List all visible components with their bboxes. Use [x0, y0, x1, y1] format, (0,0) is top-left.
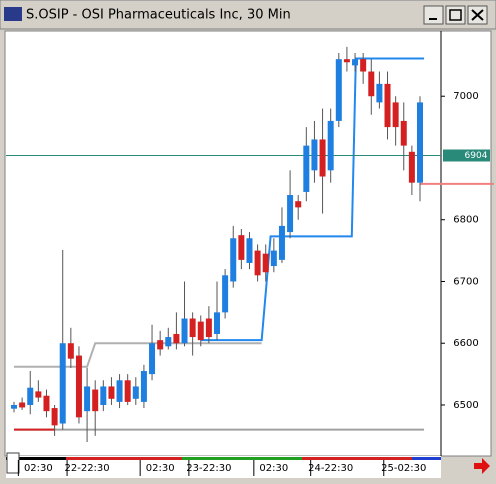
candle-body: [311, 139, 318, 171]
scroll-right-arrow[interactable]: [474, 458, 490, 474]
candle-body: [384, 83, 391, 128]
candle-body: [246, 238, 253, 263]
candle-body: [205, 318, 212, 338]
candle-body: [376, 83, 383, 103]
scroll-box[interactable]: [6, 452, 20, 474]
y-tick-label: 6700: [453, 276, 478, 287]
candle-body: [214, 312, 220, 334]
x-tick-label: 02:30: [259, 463, 288, 474]
candle-body: [108, 386, 115, 399]
window-title: S.OSIP - OSI Pharmaceuticals Inc, 30 Min: [26, 8, 291, 23]
maximize-button[interactable]: [445, 5, 466, 25]
candle-body: [335, 59, 342, 121]
candle-body: [173, 333, 180, 344]
candle-body: [11, 404, 17, 409]
candle-body: [360, 59, 367, 72]
candle-body: [19, 402, 26, 408]
x-tick-label: 25-02:30: [381, 463, 426, 474]
minimize-button[interactable]: [423, 5, 444, 25]
candle-body: [51, 408, 58, 426]
candle-body: [27, 387, 34, 405]
title-bar: [0, 0, 496, 30]
candle-body: [230, 238, 237, 282]
candle-body: [92, 389, 99, 412]
candle-body: [392, 102, 399, 128]
session-bar: [182, 457, 302, 460]
session-bar: [66, 457, 182, 460]
candle-body: [35, 391, 42, 398]
candle-body: [222, 275, 229, 313]
session-bar: [6, 457, 66, 460]
window-buttons[interactable]: [423, 5, 488, 25]
x-tick-label: 24-22:30: [308, 463, 353, 474]
candle-body: [140, 371, 147, 402]
x-tick-label: 02:30: [146, 463, 175, 474]
candle-body: [254, 250, 261, 276]
candle-body: [149, 343, 156, 375]
candle-body: [400, 120, 407, 146]
app-icon: [4, 7, 22, 21]
candle-body: [157, 340, 164, 350]
x-tick-label: 23-22:30: [186, 463, 231, 474]
candle-body: [181, 318, 188, 344]
session-bar: [412, 457, 441, 460]
candle-body: [343, 59, 350, 63]
close-icon: [471, 9, 484, 21]
candle-body: [197, 321, 204, 341]
candle-body: [262, 253, 269, 273]
candle-body: [75, 355, 82, 418]
price-label-box: [443, 149, 490, 162]
candle-body: [238, 235, 245, 260]
candle-body: [67, 343, 74, 359]
plot-area: 6500 6600 6700 6800 7000 02:30 22-22:30 02:30 23…: [6, 46, 494, 476]
candle-body: [303, 145, 310, 192]
overlay-line: [200, 57, 425, 342]
candle-body: [368, 71, 375, 97]
x-tick-label: 02:30: [24, 463, 53, 474]
session-bar: [302, 457, 412, 460]
candle-body: [408, 151, 415, 183]
candle-body: [100, 386, 107, 405]
x-tick-label: 22-22:30: [65, 463, 110, 474]
candle-body: [417, 102, 423, 183]
candle-body: [116, 380, 123, 402]
candle-body: [124, 380, 131, 402]
candle-body: [327, 120, 334, 171]
y-tick-label: 7000: [453, 91, 478, 102]
price-label: 6904: [465, 151, 488, 161]
candle-body: [43, 395, 50, 412]
y-tick-label: 6500: [453, 400, 478, 411]
candle-body: [270, 250, 277, 267]
candle-body: [132, 386, 139, 399]
y-tick-label: 6800: [453, 215, 478, 226]
candle-body: [319, 139, 326, 177]
time-axis-panel: [6, 456, 441, 478]
maximize-icon: [449, 9, 462, 21]
candle-body: [84, 386, 91, 412]
candle-body: [59, 343, 66, 424]
candle-body: [352, 59, 359, 66]
candle-body: [165, 337, 172, 347]
candle-body: [189, 318, 196, 338]
candle-body: [295, 201, 302, 208]
candle-body: [287, 195, 294, 233]
candle-body: [278, 225, 285, 260]
y-tick-label: 6600: [453, 338, 478, 349]
